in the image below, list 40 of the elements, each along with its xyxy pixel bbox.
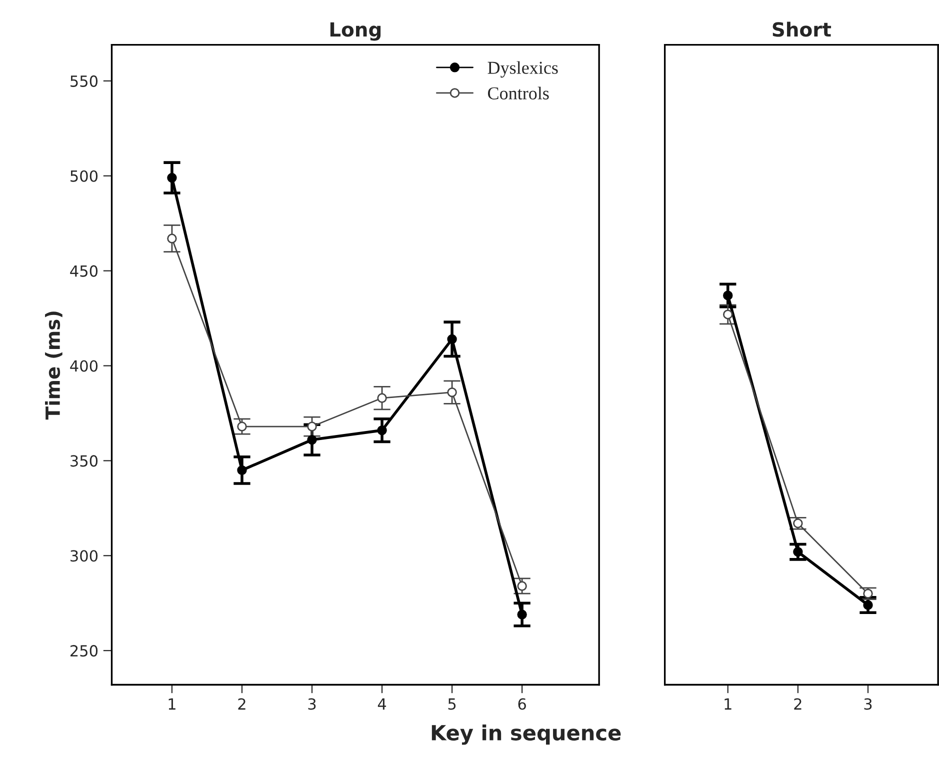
x-tick-label: 2 (794, 698, 802, 710)
y-tick-label: 550 (70, 75, 98, 87)
point (517, 581, 527, 591)
point (237, 465, 247, 476)
y-tick-label: 250 (70, 645, 98, 657)
y-tick-label: 300 (70, 550, 98, 562)
point (447, 387, 457, 398)
point (167, 234, 177, 244)
x-tick-label: 4 (378, 698, 386, 710)
legend-label: Dyslexics (488, 61, 558, 78)
chart-title: Short (772, 22, 832, 37)
point (793, 518, 803, 528)
point (723, 290, 733, 300)
legend-label: Controls (488, 86, 549, 100)
x-tick-label: 5 (448, 698, 456, 710)
x-tick-label: 1 (168, 698, 176, 710)
point (723, 310, 733, 320)
x-tick-label: 6 (518, 698, 526, 710)
point (863, 588, 873, 598)
x-tick-label: 2 (238, 698, 246, 710)
point (307, 434, 317, 445)
point (167, 172, 177, 183)
y-tick-label: 450 (70, 265, 98, 277)
point (863, 600, 873, 610)
y-tick-label: 350 (70, 455, 98, 467)
chart-title: Long (330, 22, 381, 41)
y-tick-label: 500 (70, 170, 98, 182)
x-axis-title: Key in sequence (432, 724, 621, 745)
y-tick-label: 400 (70, 360, 98, 372)
x-tick-label: 3 (308, 698, 316, 710)
point (377, 425, 387, 436)
point (237, 422, 247, 432)
x-tick-label: 3 (864, 698, 872, 710)
point (377, 393, 387, 403)
y-axis-title: Time (ms) (45, 312, 62, 420)
point (307, 422, 317, 432)
point (517, 610, 527, 620)
x-tick-label: 1 (724, 698, 732, 710)
point (793, 546, 803, 557)
point (447, 334, 457, 344)
